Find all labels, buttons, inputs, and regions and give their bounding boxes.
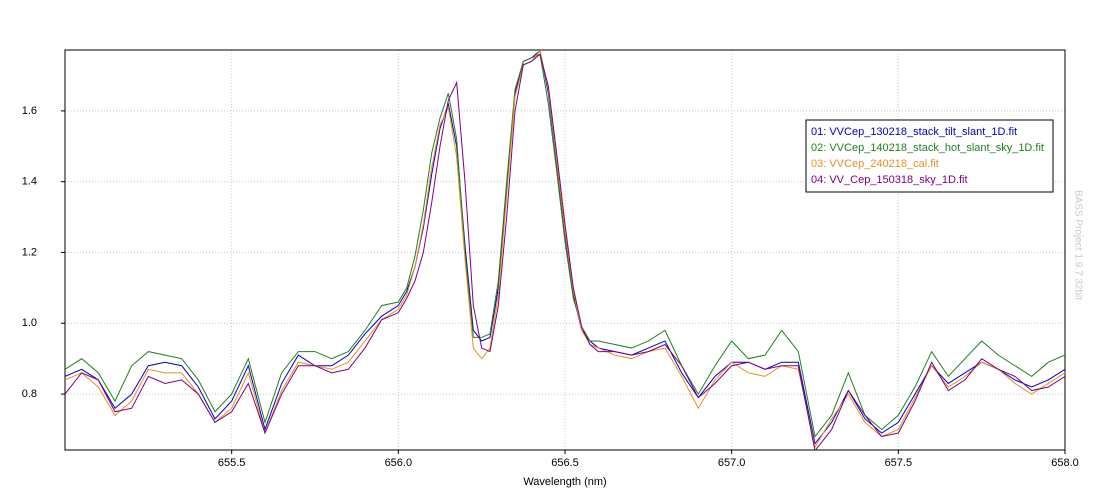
legend-entry: 04: VV_Cep_150318_sky_1D.fit <box>811 174 968 186</box>
x-axis-label: Wavelength (nm) <box>523 476 606 488</box>
series-line <box>65 53 1065 450</box>
watermark: BASS Project 1.9.7 32bit <box>1072 190 1083 300</box>
x-tick-label: 657.0 <box>718 457 746 469</box>
y-tick-label: 1.6 <box>22 105 37 117</box>
x-tick-label: 657.5 <box>885 457 913 469</box>
legend-entry: 02: VVCep_140218_stack_hot_slant_sky_1D.… <box>811 142 1044 154</box>
plot-frame <box>64 49 1066 451</box>
y-tick-label: 0.8 <box>22 388 37 400</box>
legend-entry: 03: VVCep_240218_cal.fit <box>811 158 939 170</box>
legend-box <box>805 119 1054 193</box>
y-tick-label: 1.0 <box>22 317 37 329</box>
x-tick-label: 658.0 <box>1051 457 1079 469</box>
y-tick-label: 1.4 <box>22 176 37 188</box>
x-tick-label: 656.0 <box>385 457 413 469</box>
plot-area <box>65 50 1065 450</box>
legend-entry: 01: VVCep_130218_stack_tilt_slant_1D.fit <box>811 126 1017 138</box>
x-tick-label: 656.5 <box>551 457 579 469</box>
x-tick-label: 655.5 <box>218 457 246 469</box>
y-tick-label: 1.2 <box>22 246 37 258</box>
